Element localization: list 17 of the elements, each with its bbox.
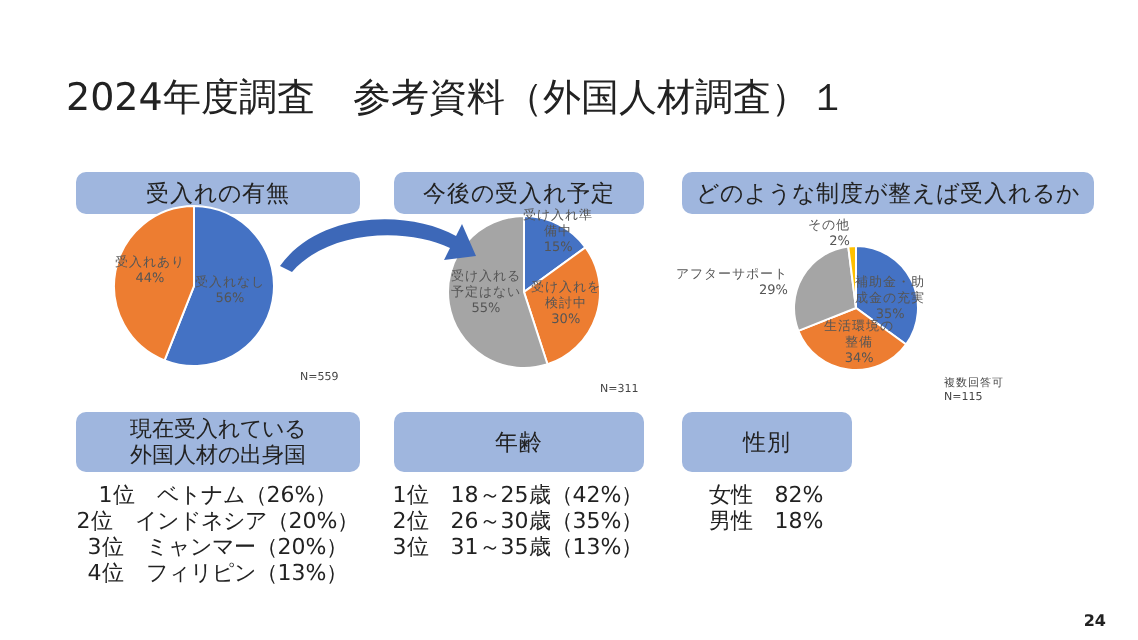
text: 4位 フィリピン（13%） bbox=[87, 560, 349, 586]
text: 1位 ベトナム（26%） bbox=[98, 482, 338, 508]
text: 3位 ミャンマー（20%） bbox=[87, 534, 349, 560]
text: 2024年度調査 参考資料（外国人材調査）１ bbox=[66, 76, 847, 120]
text: 性別 bbox=[741, 428, 791, 456]
text: 女性 82% bbox=[708, 482, 824, 508]
text: 男性 18% bbox=[708, 508, 824, 534]
text: 年齢 bbox=[495, 428, 543, 456]
text: 2位 インドネシア（20%） bbox=[76, 508, 360, 534]
chart-title: どのような制度が整えば受入れるか bbox=[696, 179, 1080, 207]
text: 2位 26～30歳（35%） bbox=[392, 508, 644, 534]
chart-title: 受入れの有無 bbox=[146, 179, 290, 207]
text: 1位 18～25歳（42%） bbox=[392, 482, 644, 508]
text: 現在受入れている外国人材の出身国 bbox=[130, 416, 306, 468]
text: 24 bbox=[1083, 612, 1107, 630]
text: 3位 31～35歳（13%） bbox=[392, 534, 644, 560]
chart-title: 今後の受入れ予定 bbox=[423, 179, 615, 207]
